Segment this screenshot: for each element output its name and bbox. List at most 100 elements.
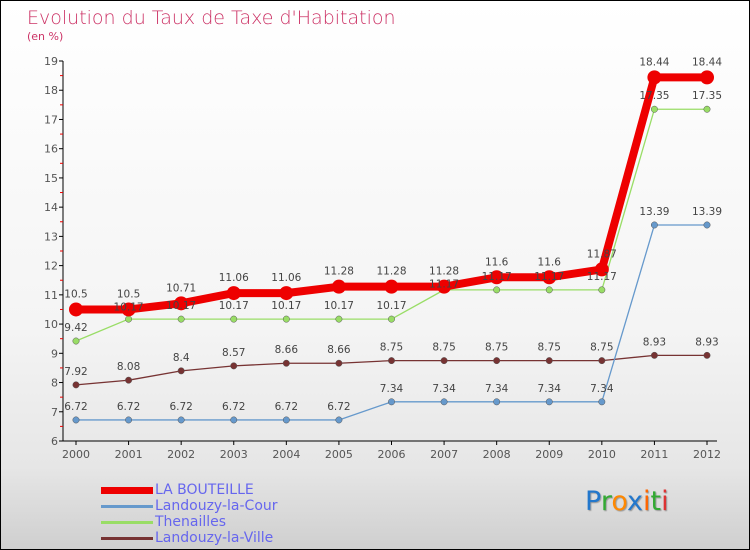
data-point: [335, 359, 343, 367]
legend-label: Thenailles: [155, 514, 227, 530]
data-label: 6.72: [222, 401, 245, 413]
data-label: 10.17: [376, 300, 406, 312]
data-point: [388, 398, 395, 406]
data-point: [545, 286, 553, 294]
data-label: 10.5: [64, 288, 87, 300]
x-tick-label: 2011: [640, 448, 668, 461]
chart-title: Evolution du Taux de Taxe d'Habitation: [27, 7, 396, 29]
data-label: 8.66: [327, 344, 351, 356]
data-label: 13.39: [639, 206, 669, 218]
data-label: 7.92: [64, 366, 87, 378]
data-point: [542, 270, 557, 285]
data-label: 18.44: [639, 56, 669, 68]
data-label: 11.6: [485, 256, 509, 268]
logo-letter: P: [585, 486, 601, 517]
legend-label: Landouzy-la-Ville: [155, 530, 274, 546]
data-point: [598, 357, 606, 365]
data-label: 11.17: [482, 271, 512, 283]
data-label: 11.06: [271, 272, 301, 284]
y-tick-label: 9: [51, 347, 58, 360]
data-point: [440, 357, 448, 365]
legend-item: Landouzy-la-Cour: [101, 498, 278, 514]
x-tick-label: 2004: [272, 448, 300, 461]
data-point: [125, 315, 133, 323]
data-point: [647, 70, 662, 85]
data-point: [545, 357, 553, 365]
data-label: 18.44: [692, 56, 722, 68]
logo-letter: o: [611, 486, 628, 517]
x-tick-label: 2012: [693, 448, 721, 461]
data-label: 11.17: [587, 271, 617, 283]
data-point: [650, 351, 658, 359]
data-point: [437, 279, 452, 294]
y-tick-label: 8: [51, 377, 58, 390]
data-point: [594, 262, 609, 277]
y-tick-label: 7: [51, 406, 58, 419]
y-tick-label: 6: [51, 435, 58, 448]
data-label: 8.75: [485, 342, 508, 354]
data-label: 10.17: [114, 301, 144, 313]
data-label: 10.17: [166, 300, 196, 312]
data-label: 8.08: [117, 361, 140, 373]
data-point: [384, 279, 399, 294]
data-point: [493, 286, 501, 294]
y-tick-label: 10: [44, 318, 58, 331]
data-point: [388, 357, 395, 365]
data-point: [282, 416, 290, 424]
data-point: [598, 398, 606, 406]
legend-swatch: [101, 520, 153, 524]
legend-swatch: [101, 504, 153, 508]
data-point: [230, 315, 238, 323]
logo-letter: r: [600, 486, 612, 517]
x-tick-label: 2009: [535, 448, 563, 461]
data-point: [177, 367, 185, 375]
data-label: 11.17: [429, 279, 459, 291]
data-point: [598, 286, 606, 294]
data-label: 10.17: [219, 300, 249, 312]
data-point: [703, 351, 711, 359]
data-label: 13.39: [692, 206, 722, 218]
data-label: 7.34: [380, 383, 404, 395]
data-point: [703, 221, 711, 229]
legend-swatch: [101, 536, 153, 540]
x-tick-label: 2003: [220, 448, 248, 461]
data-label: 17.35: [692, 90, 722, 102]
data-label: 11.28: [376, 266, 406, 278]
data-label: 8.66: [275, 344, 299, 356]
data-point: [230, 416, 238, 424]
x-tick-label: 2001: [115, 448, 143, 461]
x-tick-label: 2005: [325, 448, 353, 461]
data-point: [493, 398, 501, 406]
logo-letter: i: [643, 486, 651, 517]
data-point: [440, 398, 448, 406]
data-point: [700, 70, 714, 85]
data-label: 8.4: [173, 352, 190, 364]
data-label: 6.72: [327, 401, 350, 413]
data-point: [282, 315, 290, 323]
data-point: [650, 221, 658, 229]
data-point: [226, 286, 241, 301]
proxiti-logo: Proxiti: [585, 486, 669, 517]
data-point: [177, 416, 185, 424]
data-point: [703, 105, 711, 113]
y-tick-label: 12: [44, 260, 58, 273]
data-label: 10.17: [324, 300, 354, 312]
data-point: [279, 286, 294, 301]
y-tick-label: 18: [44, 84, 58, 97]
data-point: [72, 381, 80, 389]
data-point: [388, 315, 395, 323]
data-point: [331, 279, 346, 294]
data-label: 7.34: [590, 383, 614, 395]
data-point: [489, 270, 504, 285]
legend-label: Landouzy-la-Cour: [155, 498, 278, 514]
data-point: [545, 398, 553, 406]
y-tick-label: 19: [44, 55, 58, 68]
x-tick-label: 2007: [430, 448, 458, 461]
logo-letter: t: [650, 486, 662, 517]
data-point: [335, 416, 343, 424]
data-label: 8.75: [538, 342, 561, 354]
x-tick-label: 2006: [378, 448, 406, 461]
data-point: [230, 362, 238, 370]
